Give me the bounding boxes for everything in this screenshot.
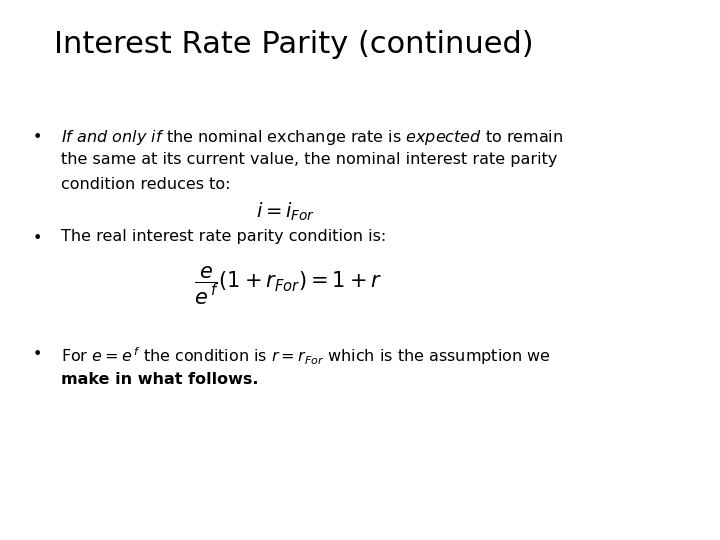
Text: •: • (32, 231, 42, 246)
Text: the same at its current value, the nominal interest rate parity: the same at its current value, the nomin… (61, 152, 557, 167)
Text: •: • (32, 347, 42, 362)
Text: •: • (32, 130, 42, 145)
Text: The real interest rate parity condition is:: The real interest rate parity condition … (61, 230, 387, 245)
Text: condition reduces to:: condition reduces to: (61, 177, 230, 192)
Text: $\mathit{If\ and\ only\ if}$ the nominal exchange rate is $\mathit{expected}$ to: $\mathit{If\ and\ only\ if}$ the nominal… (61, 128, 564, 147)
Text: $i = i_{\mathit{For}}$: $i = i_{\mathit{For}}$ (256, 201, 315, 223)
Text: $\dfrac{e}{e^{\,f}}\left(1 + r_{\mathit{For}}\right) = 1 + r$: $\dfrac{e}{e^{\,f}}\left(1 + r_{\mathit{… (194, 265, 383, 307)
Text: Interest Rate Parity (continued): Interest Rate Parity (continued) (54, 30, 534, 59)
Text: For $e = e^{\,f}$ the condition is $r = r_{\mathit{For}}$ which is the assumptio: For $e = e^{\,f}$ the condition is $r = … (61, 346, 551, 367)
Text: make in what follows.: make in what follows. (61, 372, 258, 387)
